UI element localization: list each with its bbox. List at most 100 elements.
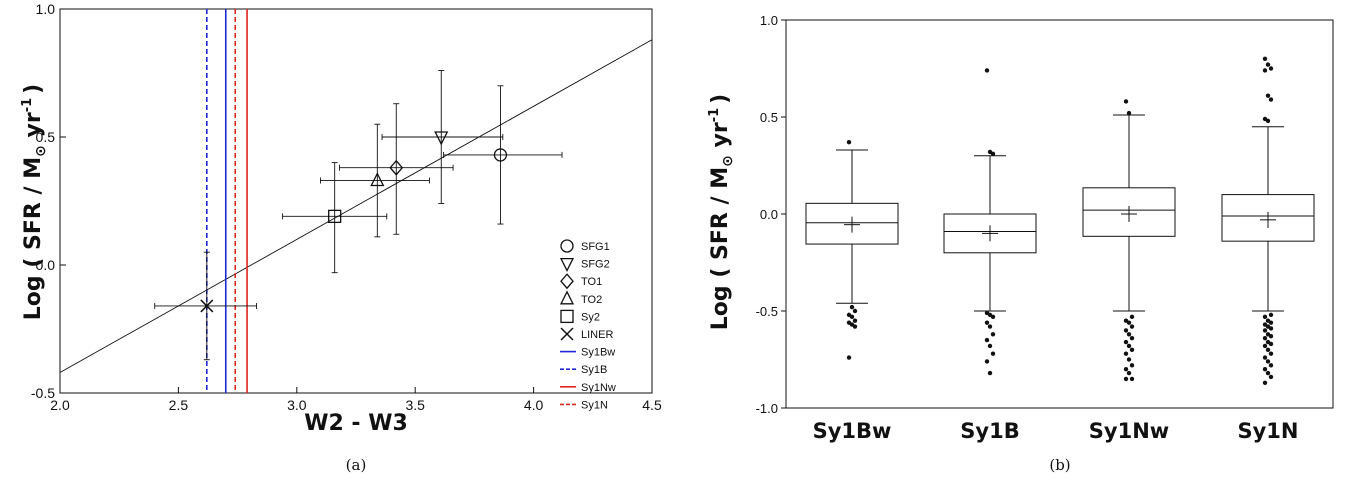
outlier-point bbox=[1129, 376, 1135, 382]
panel-b: 1.0 0.5 0.0 -0.5 -1.0 Sy1Bw Sy1B Sy1Nw Sy1N Log… bbox=[707, 13, 1334, 474]
outlier-point bbox=[987, 324, 993, 329]
outlier-point bbox=[1123, 367, 1129, 372]
panel-a-legend: SFG1 SFG2 TO1 TO2 Sy2 LINER Sy1Bw Sy1B Sy1Nw Sy1N bbox=[559, 239, 616, 411]
outlier-point bbox=[1262, 335, 1268, 341]
x-tick-label: 4.5 bbox=[642, 397, 662, 413]
outlier-point bbox=[984, 337, 990, 343]
panel-a-y-axis-label: Log ( SFR / M⊙ yr-1) bbox=[20, 84, 49, 320]
outlier-point bbox=[1129, 347, 1135, 352]
outlier-point bbox=[1129, 363, 1135, 368]
outlier-point bbox=[1123, 99, 1129, 104]
outlier-point bbox=[1123, 351, 1129, 356]
legend-marker-diamond bbox=[560, 273, 574, 290]
outlier-point bbox=[1265, 93, 1271, 98]
box-sy1n bbox=[1221, 56, 1315, 385]
outlier-point bbox=[1126, 332, 1132, 337]
x-tick-label: 2.0 bbox=[50, 397, 70, 413]
panel-a-plot-area bbox=[60, 9, 652, 393]
category-label: Sy1B bbox=[960, 419, 1019, 443]
outlier-point bbox=[846, 355, 852, 360]
outlier-point bbox=[984, 68, 990, 73]
outlier-point bbox=[1123, 339, 1129, 345]
marker-circle bbox=[493, 148, 508, 162]
legend-label: Sy2 bbox=[581, 311, 600, 323]
panel-a-y-ticks: -0.5 0.0 0.5 1.0 bbox=[31, 1, 66, 401]
outlier-point bbox=[1262, 343, 1268, 349]
outlier-point bbox=[1268, 312, 1274, 318]
outlier-point bbox=[1268, 351, 1274, 356]
outlier-point bbox=[849, 314, 855, 320]
outlier-point bbox=[1265, 359, 1271, 364]
outlier-point bbox=[1268, 97, 1274, 102]
outlier-point bbox=[1268, 326, 1274, 331]
y-tick-label: 1.0 bbox=[760, 13, 778, 28]
outlier-point bbox=[852, 324, 858, 329]
outlier-point bbox=[1123, 376, 1129, 382]
category-label: Sy1Nw bbox=[1089, 419, 1169, 443]
legend-marker-square bbox=[560, 309, 574, 324]
outlier-point bbox=[1126, 110, 1132, 116]
outlier-point bbox=[1268, 66, 1274, 71]
marker-diamond bbox=[389, 159, 404, 176]
marker-triangle-down bbox=[434, 131, 449, 146]
data-point-sy2 bbox=[282, 162, 388, 274]
legend-label: TO2 bbox=[581, 294, 602, 306]
panel-a-x-ticks: 2.0 2.5 3.0 3.5 4.0 4.5 bbox=[50, 387, 662, 413]
outlier-point bbox=[1262, 367, 1268, 372]
outlier-point bbox=[1262, 355, 1268, 360]
outlier-point bbox=[1262, 314, 1268, 320]
outlier-point bbox=[852, 318, 858, 323]
legend-marker-triangle-up bbox=[559, 290, 575, 305]
outlier-point bbox=[1129, 335, 1135, 341]
outlier-point bbox=[1268, 363, 1274, 368]
outlier-point bbox=[1265, 370, 1271, 376]
data-point-liner bbox=[154, 251, 257, 361]
marker-x-stroke bbox=[560, 327, 574, 341]
data-point-to2 bbox=[320, 123, 430, 238]
legend-label: Sy1N bbox=[581, 399, 608, 411]
x-tick-label: 4.0 bbox=[524, 397, 544, 413]
outlier-point bbox=[1262, 68, 1268, 73]
marker-x-stroke bbox=[200, 299, 214, 313]
outlier-point bbox=[1129, 324, 1135, 329]
outlier-point bbox=[852, 308, 858, 314]
outlier-point bbox=[1265, 118, 1271, 124]
outlier-point bbox=[990, 332, 996, 337]
panel-a-caption: (a) bbox=[346, 456, 367, 474]
outlier-point bbox=[987, 370, 993, 376]
x-tick-label: 2.5 bbox=[169, 397, 189, 413]
panel-a-x-axis-label: W2 - W3 bbox=[304, 411, 408, 436]
legend-label: Sy1Nw bbox=[581, 382, 616, 394]
y-tick-label: -1.0 bbox=[756, 401, 778, 416]
panel-b-categories: Sy1Bw Sy1B Sy1Nw Sy1N bbox=[813, 419, 1299, 443]
panel-a: 2.0 2.5 3.0 3.5 4.0 4.5 -0.50.00.51.0 SFG1SFG… bbox=[20, 1, 662, 474]
outlier-point bbox=[849, 304, 855, 310]
outlier-point bbox=[987, 343, 993, 349]
outlier-point bbox=[1265, 347, 1271, 352]
y-tick-label: -0.5 bbox=[31, 385, 55, 401]
outlier-point bbox=[1129, 314, 1135, 320]
outlier-point bbox=[1268, 320, 1274, 325]
outlier-point bbox=[990, 314, 996, 320]
panel-b-boxes bbox=[805, 56, 1315, 385]
outlier-point bbox=[1262, 56, 1268, 61]
outlier-point bbox=[984, 320, 990, 325]
legend-label: LINER bbox=[581, 329, 613, 341]
data-point-sfg1 bbox=[443, 85, 563, 225]
y-tick-label: 0.0 bbox=[36, 257, 56, 273]
data-point-to1 bbox=[338, 103, 454, 235]
outlier-point bbox=[1265, 62, 1271, 67]
legend-marker-x bbox=[560, 327, 574, 341]
x-tick-label: 3.5 bbox=[405, 397, 425, 413]
panel-b-caption: (b) bbox=[1049, 456, 1070, 474]
category-label: Sy1N bbox=[1237, 419, 1298, 443]
y-tick-label: 0.0 bbox=[760, 207, 778, 222]
x-tick-label: 3.0 bbox=[287, 397, 307, 413]
outlier-point bbox=[1268, 374, 1274, 380]
outlier-point bbox=[1268, 334, 1274, 339]
outlier-point bbox=[1262, 380, 1268, 385]
marker-x bbox=[200, 299, 214, 313]
y-tick-label: -0.5 bbox=[756, 304, 778, 319]
panel-b-y-ticks: 1.0 0.5 0.0 -0.5 -1.0 bbox=[756, 13, 786, 416]
